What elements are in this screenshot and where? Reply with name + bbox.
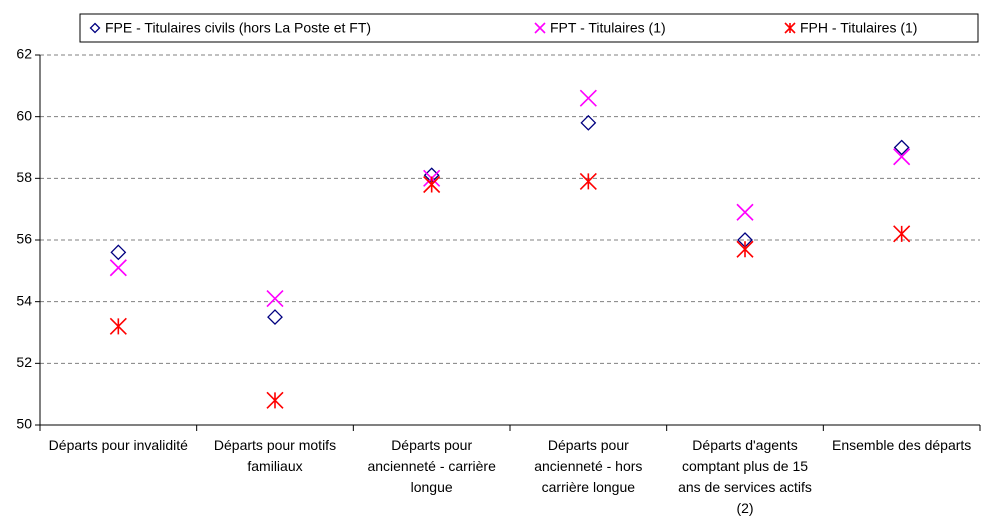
y-tick-label: 50 (16, 416, 32, 432)
data-point (266, 391, 284, 409)
y-tick-label: 56 (16, 231, 32, 247)
data-point (266, 290, 284, 308)
data-point (579, 172, 597, 190)
legend-marker (534, 22, 546, 34)
data-point (110, 244, 127, 261)
data-point (109, 317, 127, 335)
y-tick-label: 60 (16, 107, 32, 123)
x-tick-label: Départs pour invalidité (48, 437, 188, 453)
x-tick-label: Départs d'agents comptant plus de 15 ans… (678, 437, 812, 516)
x-tick-label: Départs pour motifs familiaux (213, 437, 337, 474)
legend-label: FPE - Titulaires civils (hors La Poste e… (105, 20, 371, 36)
data-point (267, 309, 283, 326)
legend-label: FPH - Titulaires (1) (800, 20, 917, 36)
data-point (580, 114, 597, 131)
data-point (423, 175, 441, 194)
y-tick-label: 58 (16, 169, 32, 185)
data-point (736, 240, 754, 258)
y-tick-label: 54 (16, 292, 32, 308)
y-tick-label: 52 (16, 354, 32, 370)
legend-label: FPT - Titulaires (1) (550, 20, 666, 36)
legend-marker (784, 22, 796, 34)
data-point (893, 225, 911, 243)
legend-box (79, 13, 979, 43)
x-tick-label: Départs pour ancienneté - carrière longu… (367, 437, 496, 495)
y-tick-label: 62 (16, 46, 32, 62)
x-tick-label: Ensemble des départs (832, 437, 972, 453)
data-point (736, 203, 754, 221)
legend-marker (89, 22, 101, 34)
data-point (579, 89, 597, 107)
data-point (893, 148, 911, 166)
x-tick-label: Départs pour ancienneté - hors carrière … (534, 437, 643, 495)
data-point (109, 259, 127, 277)
data-point (893, 139, 910, 156)
